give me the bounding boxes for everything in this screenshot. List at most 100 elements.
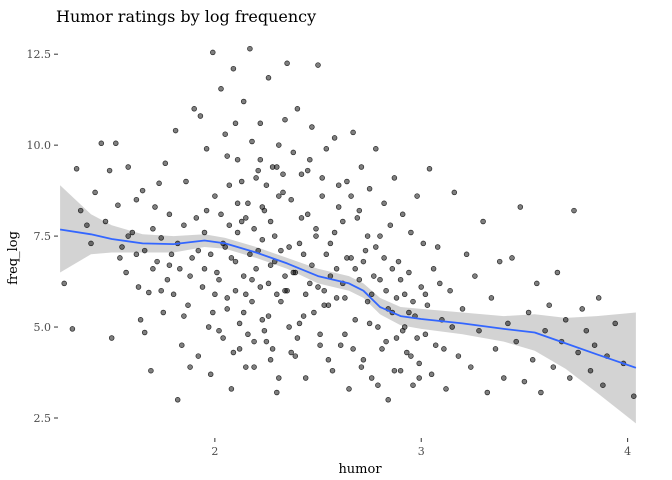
data-point (455, 353, 462, 359)
data-point (276, 142, 282, 148)
data-point (179, 342, 185, 348)
data-point (158, 235, 164, 241)
data-point (529, 357, 536, 363)
data-point (354, 215, 361, 221)
y-tick-label: 12.5 (27, 48, 52, 61)
data-point (395, 258, 402, 265)
data-point (267, 218, 274, 225)
data-point (195, 247, 202, 254)
data-point (135, 284, 142, 290)
data-point (280, 171, 286, 177)
data-point (174, 397, 181, 403)
data-point (309, 262, 315, 268)
data-point (255, 167, 261, 174)
data-point (232, 258, 239, 265)
data-point (399, 327, 406, 334)
data-point (612, 320, 618, 327)
data-point (505, 320, 511, 327)
data-point (247, 251, 253, 258)
data-point (193, 215, 200, 221)
data-point (313, 233, 319, 239)
data-point (385, 397, 391, 403)
data-point (259, 204, 266, 210)
data-point (290, 269, 297, 276)
data-point (123, 269, 129, 276)
data-point (352, 317, 358, 323)
data-point (212, 193, 218, 199)
smooth-line-layer (59, 228, 637, 369)
data-point (408, 353, 414, 359)
data-point (356, 276, 363, 283)
data-point (319, 175, 325, 181)
data-point (346, 386, 352, 392)
data-point (441, 346, 447, 352)
data-point (437, 280, 443, 287)
y-tick-label: 7.5 (34, 230, 52, 243)
data-point (92, 189, 98, 196)
data-point (226, 182, 233, 188)
data-point (108, 335, 115, 341)
data-point (472, 273, 478, 279)
data-point (468, 364, 474, 370)
data-point (125, 164, 131, 170)
data-point (463, 251, 470, 258)
data-point (296, 320, 303, 327)
data-point (230, 349, 237, 356)
data-point (240, 98, 247, 105)
data-point (459, 306, 466, 312)
data-point (480, 218, 486, 225)
data-point (521, 378, 528, 385)
data-point (234, 200, 241, 207)
data-point (197, 113, 204, 119)
data-point (356, 207, 363, 214)
data-point (286, 324, 292, 330)
data-point (269, 346, 276, 352)
data-point (150, 226, 156, 232)
data-point (410, 298, 416, 305)
data-point (377, 276, 383, 283)
data-point (141, 247, 148, 254)
chart-title: Humor ratings by log frequency (56, 7, 316, 26)
data-point (187, 273, 193, 279)
data-point (236, 346, 243, 352)
data-point (226, 222, 233, 228)
data-point (119, 244, 125, 250)
data-point (166, 211, 173, 218)
data-point (379, 346, 385, 352)
data-point (364, 298, 371, 305)
data-point (207, 371, 214, 378)
data-point (317, 342, 323, 348)
data-point (492, 346, 499, 352)
data-point (329, 367, 336, 374)
data-point (418, 284, 424, 290)
data-point (302, 291, 309, 298)
data-point (212, 291, 218, 298)
data-point (162, 160, 169, 167)
data-point (323, 146, 330, 152)
data-point (113, 140, 119, 147)
data-point (381, 200, 387, 207)
data-point (373, 146, 379, 152)
x-tick-label: 2 (211, 445, 218, 458)
data-point (228, 386, 235, 392)
data-point (259, 236, 266, 243)
data-point (571, 207, 577, 214)
data-point (496, 258, 503, 265)
data-point (265, 313, 272, 319)
data-point (146, 289, 152, 296)
data-point (430, 266, 437, 272)
data-point (391, 175, 398, 181)
data-point (358, 364, 365, 370)
data-point (422, 331, 429, 338)
confidence-ribbon-layer (60, 185, 636, 424)
data-point (360, 258, 367, 265)
data-point (251, 364, 257, 370)
data-point (595, 295, 602, 301)
data-point (300, 251, 307, 258)
data-point (259, 317, 266, 323)
data-point (158, 287, 164, 294)
data-point (393, 335, 400, 341)
data-point (232, 287, 239, 294)
data-point (562, 317, 569, 323)
